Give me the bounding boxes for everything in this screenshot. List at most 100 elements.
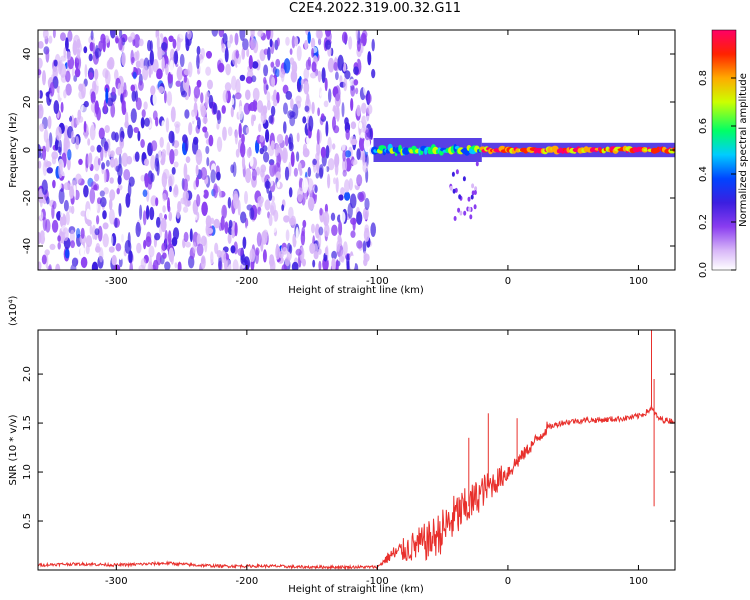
spectrogram-noise-cell xyxy=(80,83,86,99)
spectrogram-noise-cell xyxy=(364,129,371,141)
spectrogram-noise-cell xyxy=(69,229,75,244)
chart-title: C2E4.2022.319.00.32.G11 xyxy=(288,1,462,16)
spectrogram-noise-cell xyxy=(130,84,136,92)
spectrogram-noise-cell xyxy=(75,136,80,150)
spectrogram-noise-cell xyxy=(342,150,346,162)
spectrogram-noise-cell xyxy=(221,204,228,219)
spectrogram-noise-cell xyxy=(154,232,161,241)
spectrogram-noise-cell xyxy=(287,242,291,252)
spectrogram-noise-cell xyxy=(144,173,149,188)
spectrogram-noise-cell xyxy=(85,244,90,255)
spectrogram-noise-cell xyxy=(249,101,256,112)
spectrogram-noise-cell xyxy=(67,157,71,171)
spectrogram-noise-cell xyxy=(212,50,220,63)
spectrogram-noise-cell xyxy=(304,105,310,112)
spectrogram-noise-cell xyxy=(151,140,158,152)
spectrogram-noise-cell xyxy=(103,187,109,195)
spectrogram-noise-cell xyxy=(52,112,56,126)
spectrogram-noise-cell xyxy=(182,42,186,55)
spectrogram-noise-cell xyxy=(371,68,376,79)
spectrogram-noise-cell xyxy=(302,219,307,228)
spectrogram-noise-cell xyxy=(102,222,109,230)
spectrogram-noise-cell xyxy=(123,82,127,95)
spectrogram-noise-cell xyxy=(53,100,60,115)
spectrogram-noise-cell xyxy=(119,126,125,143)
spectrogram-noise-cell xyxy=(320,113,325,120)
spectrogram-noise-cell xyxy=(94,47,102,58)
spectrogram-noise-cell xyxy=(312,243,319,255)
spectrogram-noise-cell xyxy=(176,37,181,51)
spectrogram-noise-cell xyxy=(241,133,245,144)
spectrogram-noise-cell xyxy=(353,79,359,86)
spectrogram-noise-cell xyxy=(277,181,280,188)
spectrogram-noise-cell xyxy=(184,136,189,152)
spectrogram-noise-cell xyxy=(57,235,61,242)
spectrogram-noise-cell xyxy=(184,109,190,119)
spectrogram-noise-cell xyxy=(98,127,105,140)
snr-ticks: -300 -200 -100 0 100 0.5 1.0 1.5 2.0 xyxy=(22,330,675,587)
colorbar-tick-label: 0.4 xyxy=(698,166,709,182)
spectrogram-noise-cell xyxy=(256,232,262,247)
spectrogram-noise-cell xyxy=(213,201,219,218)
spectrogram-noise-cell xyxy=(317,107,320,117)
spectrogram-noise-cell xyxy=(213,218,220,229)
spectrogram-noise-cell xyxy=(108,246,115,253)
spectrogram-noise-cell xyxy=(216,171,221,181)
spectrogram-noise-cell xyxy=(87,152,92,168)
spectrogram-noise-cell xyxy=(341,31,348,44)
spectrogram-noise-cell xyxy=(278,68,286,78)
spectrogram-noise-cell xyxy=(257,30,264,37)
spectrogram-noise-cell xyxy=(170,106,176,123)
spectrogram-noise-cell xyxy=(146,231,152,243)
spectrogram-noise-cell xyxy=(120,228,125,244)
spectrogram-noise-cell xyxy=(113,264,121,270)
spectrogram-noise-cell xyxy=(339,117,345,130)
spectrogram-noise-cell xyxy=(245,76,253,84)
spectrogram-noise-cell xyxy=(105,159,110,167)
spectrogram-noise-cell xyxy=(316,141,321,156)
spectrogram-noise-cell xyxy=(200,235,207,247)
spectrogram-noise-cell xyxy=(78,158,83,165)
spectrogram-noise-cell xyxy=(51,204,55,219)
spectrogram-noise-cell xyxy=(316,128,320,145)
spectrogram-noise-cell xyxy=(265,129,270,143)
spectrogram-noise-cell xyxy=(290,98,294,110)
spectrogram-noise-cell xyxy=(350,138,358,145)
spectrogram-noise-cell xyxy=(38,232,42,245)
spectrogram-noise-cell xyxy=(99,190,105,197)
spectrogram-tail-cell xyxy=(473,190,477,195)
spectrogram-noise-cell xyxy=(155,197,159,207)
spectrogram-noise-cell xyxy=(94,100,100,115)
spectrogram-marks xyxy=(38,30,675,270)
spectrogram-noise-cell xyxy=(325,145,330,159)
spectrogram-noise-cell xyxy=(75,57,80,67)
spectrogram-tail-cell xyxy=(471,183,475,189)
spectrogram-noise-cell xyxy=(38,41,44,49)
spectrogram-noise-cell xyxy=(143,101,148,110)
spectrogram-noise-cell xyxy=(144,117,150,127)
spectrogram-noise-cell xyxy=(283,102,288,115)
spectrogram-noise-cell xyxy=(106,97,114,107)
spectrogram-tail-cell xyxy=(459,210,463,216)
snr-ylabel: SNR (10 * v/v) xyxy=(8,414,19,485)
spectrogram-noise-cell xyxy=(130,108,137,123)
spectrogram-noise-cell xyxy=(177,261,181,270)
spectrogram-noise-cell xyxy=(118,203,122,217)
spectrogram-noise-cell xyxy=(232,259,239,270)
colorbar-tick-label: 0.0 xyxy=(698,262,709,278)
spectrogram-noise-cell xyxy=(290,151,295,168)
spectrogram-noise-cell xyxy=(311,61,317,73)
spectrogram-noise-cell xyxy=(284,166,290,181)
spectrogram-noise-cell xyxy=(138,38,144,47)
spectrogram-noise-cell xyxy=(80,103,84,112)
spectrogram-noise-cell xyxy=(54,139,59,151)
spectrogram-noise-cell xyxy=(275,58,281,68)
spectrogram-noise-cell xyxy=(271,76,276,88)
spectrogram-noise-cell xyxy=(132,38,136,47)
spectrogram-noise-cell xyxy=(94,173,100,182)
spectrogram-noise-cell xyxy=(344,191,351,201)
spectrogram-noise-cell xyxy=(201,221,205,229)
spectrogram-noise-cell xyxy=(212,102,218,115)
